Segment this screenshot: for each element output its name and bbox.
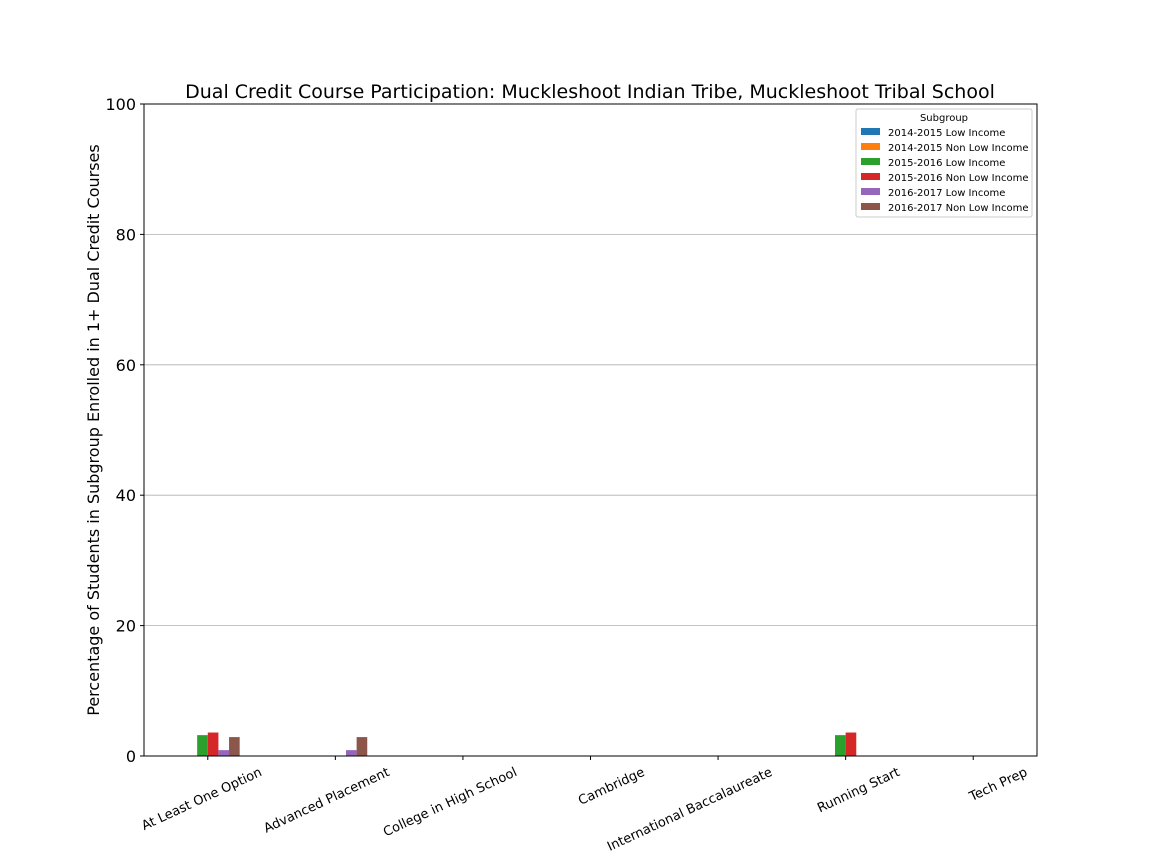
bar <box>197 735 208 756</box>
legend-label: 2015-2016 Non Low Income <box>888 173 1028 184</box>
y-tick-label: 80 <box>116 225 136 244</box>
legend: Subgroup 2014-2015 Low Income 2014-2015 N… <box>855 108 1033 218</box>
y-tick-label: 100 <box>105 95 136 114</box>
y-tick-label: 20 <box>116 617 136 636</box>
legend-label: 2014-2015 Non Low Income <box>888 143 1028 154</box>
legend-swatch <box>861 188 880 195</box>
legend-swatch <box>861 158 880 165</box>
legend-label: 2016-2017 Non Low Income <box>888 203 1028 214</box>
bar <box>835 735 846 756</box>
legend-swatch <box>861 128 880 135</box>
bar <box>229 737 240 756</box>
y-tick-label: 0 <box>126 747 136 766</box>
legend-swatch <box>861 203 880 210</box>
legend-swatch <box>861 143 880 150</box>
bar <box>207 732 219 756</box>
y-axis-label: Percentage of Students in Subgroup Enrol… <box>84 144 103 715</box>
bars <box>197 732 857 756</box>
legend-title: Subgroup <box>920 113 968 124</box>
chart-title: Dual Credit Course Participation: Muckle… <box>185 81 995 103</box>
legend-label: 2015-2016 Low Income <box>888 158 1005 169</box>
legend-swatch <box>861 173 880 180</box>
bar <box>356 737 368 756</box>
legend-label: 2014-2015 Low Income <box>888 128 1005 139</box>
gridlines <box>144 233 1037 626</box>
legend-items: 2014-2015 Low Income 2014-2015 Non Low In… <box>861 128 1028 214</box>
bar <box>345 750 357 756</box>
legend-box <box>855 108 1033 218</box>
bar <box>218 750 230 756</box>
y-tick-label: 60 <box>116 356 136 375</box>
legend-label: 2016-2017 Low Income <box>888 188 1005 199</box>
y-tick-label: 40 <box>116 486 136 505</box>
bar <box>845 732 857 756</box>
